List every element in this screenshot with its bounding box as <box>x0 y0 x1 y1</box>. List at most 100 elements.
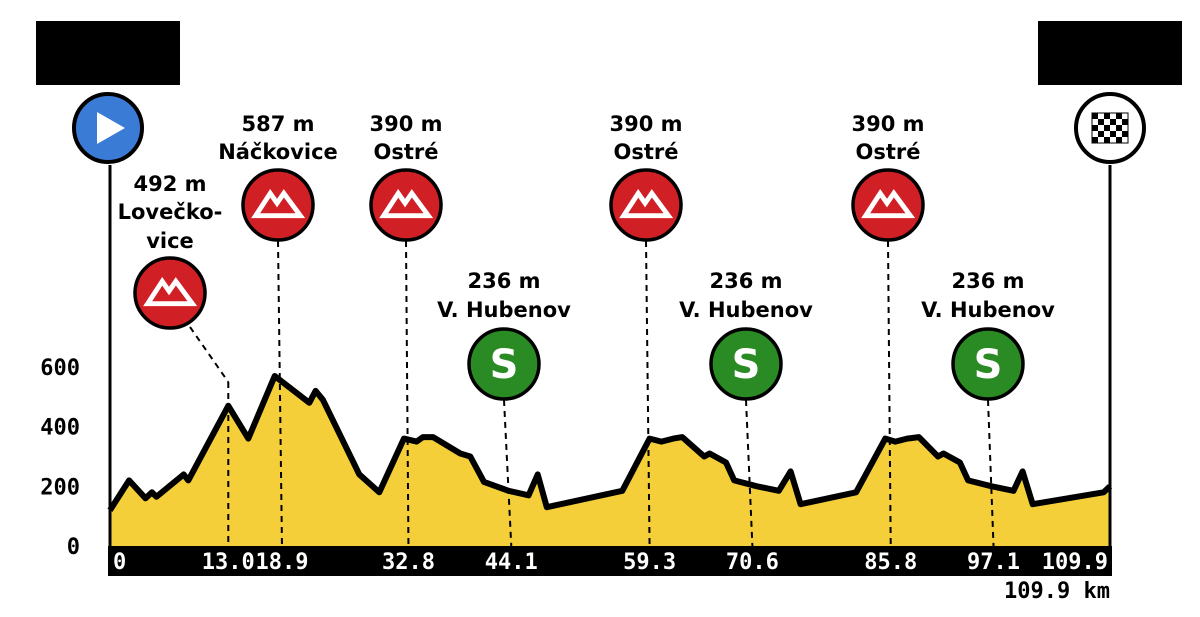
endpoints-layer: 173 m Litoměřice 245 m Úštěk <box>36 21 1182 164</box>
sprint-elevation-label: 236 m <box>709 269 782 293</box>
sprint-circle <box>951 327 1025 401</box>
mountain-peaks <box>251 188 306 219</box>
checker-square <box>1098 119 1104 125</box>
climb-marker: 390 m Ostré <box>851 112 925 547</box>
start-elevation-label: 173 m <box>71 29 144 53</box>
mountain-peaks <box>379 188 434 219</box>
start-marker: 173 m Litoměřice <box>36 21 180 164</box>
checker-square <box>1122 131 1128 137</box>
checker-square <box>1104 113 1110 119</box>
checker-square <box>1110 131 1116 137</box>
mountain-peaks <box>861 188 916 219</box>
climb-elevation-label: 587 m <box>241 112 314 136</box>
finish-name-label: Úštěk <box>1076 57 1145 82</box>
climb-connector <box>405 240 410 547</box>
total-distance-label: 109.9 km <box>1004 579 1110 604</box>
y-tick-label: 600 <box>40 356 80 381</box>
sprint-circle <box>467 327 541 401</box>
start-name-label: Litoměřice <box>45 58 170 82</box>
finish-elevation-label: 245 m <box>1073 29 1146 53</box>
checker-square <box>1098 131 1104 137</box>
checker-square <box>1116 125 1122 131</box>
sprint-name-label: V. Hubenov <box>437 298 571 322</box>
checker-square <box>1104 125 1110 131</box>
climb-name-label: Ostré <box>614 140 679 164</box>
profile-area <box>110 376 1110 546</box>
start-label-box <box>36 21 180 85</box>
x-tick-label: 59.3 <box>623 550 676 575</box>
play-icon <box>72 92 144 164</box>
climb-marker: 390 m Ostré <box>369 112 443 547</box>
sprint-symbol: S <box>732 342 761 388</box>
mountain-peaks <box>619 188 674 219</box>
sprint-marker: 236 m V. Hubenov S <box>679 269 813 547</box>
checker-square <box>1122 119 1128 125</box>
sprint-marker: 236 m V. Hubenov S <box>437 269 571 547</box>
sprint-marker: 236 m V. Hubenov S <box>921 269 1055 547</box>
climb-connector <box>277 240 283 547</box>
x-tick-label: 70.6 <box>726 550 779 575</box>
checker-border <box>1091 112 1129 144</box>
x-tick-label: 109.9 <box>1042 550 1108 575</box>
checker-square <box>1110 119 1116 125</box>
profile-layer <box>107 373 1113 546</box>
x-tick-label: 44.1 <box>485 550 538 575</box>
axes-layer: 0 200 400 600 0 13.0 18.9 32.8 44.1 59.3 70.6 85.8 9… <box>40 165 1112 604</box>
y-tick-label: 0 <box>67 535 80 560</box>
sprint-name-label: V. Hubenov <box>921 298 1055 322</box>
finish-label-box <box>1038 21 1182 85</box>
mountain-icon <box>609 168 683 242</box>
climb-name-label: Náčkovice <box>218 140 338 164</box>
climb-marker: 492 m Lovečko-vice <box>118 172 230 546</box>
checker-square <box>1104 137 1110 143</box>
sprint-icon: S <box>951 327 1025 401</box>
markers-layer: 492 m Lovečko-vice 587 m Náčkovice 390 m Ostr… <box>118 112 1055 547</box>
climb-elevation-label: 390 m <box>609 112 682 136</box>
sprint-name-label: V. Hubenov <box>679 298 813 322</box>
checker-square <box>1092 125 1098 131</box>
climb-connector <box>887 240 892 547</box>
play-triangle <box>97 112 125 144</box>
x-tick-label: 0 <box>113 550 126 575</box>
climb-name-label: Lovečko- <box>118 200 223 224</box>
checker-square <box>1092 137 1098 143</box>
mountain-icon <box>241 168 315 242</box>
x-tick-label: 13.0 <box>202 550 255 575</box>
sprint-elevation-label: 236 m <box>951 269 1024 293</box>
climb-name-label: Ostré <box>856 140 921 164</box>
sprint-icon: S <box>467 327 541 401</box>
checker-square <box>1116 137 1122 143</box>
sprint-icon: S <box>709 327 783 401</box>
sprint-connector <box>503 399 513 547</box>
climb-elevation-label: 492 m <box>133 172 206 196</box>
climb-name-label: vice <box>146 229 194 253</box>
sprint-circle <box>709 327 783 401</box>
y-tick-label: 200 <box>40 475 80 500</box>
y-tick-label: 400 <box>40 416 80 441</box>
x-tick-label: 32.8 <box>382 550 435 575</box>
x-tick-label: 18.9 <box>255 550 308 575</box>
sprint-symbol: S <box>490 342 519 388</box>
sprint-elevation-label: 236 m <box>467 269 540 293</box>
climb-marker: 390 m Ostré <box>609 112 683 547</box>
climb-connector <box>645 240 651 547</box>
x-tick-label: 97.1 <box>967 550 1020 575</box>
checkered-flag-icon <box>1074 92 1146 164</box>
sprint-connector <box>987 399 995 547</box>
sprint-symbol: S <box>974 342 1003 388</box>
mountain-icon <box>133 256 207 330</box>
climb-connector <box>189 326 230 383</box>
climb-elevation-label: 390 m <box>369 112 442 136</box>
finish-marker: 245 m Úštěk <box>1038 21 1182 164</box>
checker-square <box>1092 113 1098 119</box>
mountain-icon <box>851 168 925 242</box>
mountain-peaks <box>143 276 198 307</box>
checker-square <box>1116 113 1122 119</box>
profile-line <box>107 373 1113 512</box>
x-axis-bar <box>108 546 1112 576</box>
mountain-icon <box>369 168 443 242</box>
climb-marker: 587 m Náčkovice <box>218 112 338 547</box>
climb-name-label: Ostré <box>374 140 439 164</box>
sprint-connector <box>745 399 754 547</box>
